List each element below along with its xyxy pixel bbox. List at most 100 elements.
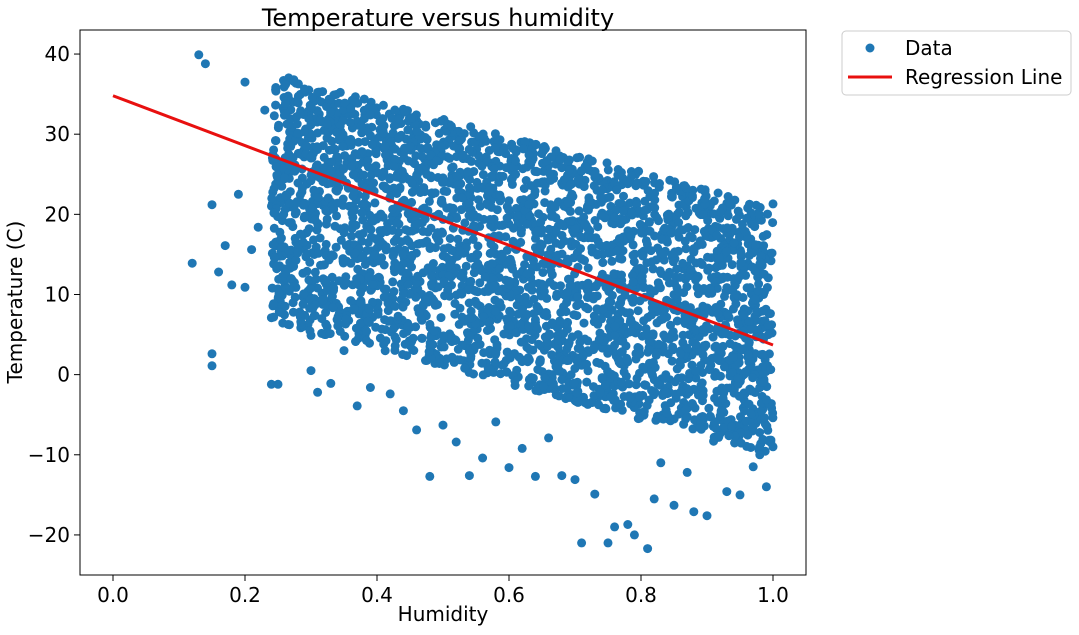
data-point (501, 163, 511, 173)
data-point (556, 281, 565, 291)
data-point (532, 167, 542, 177)
data-point (472, 299, 482, 309)
data-point (434, 128, 444, 138)
data-point (703, 216, 713, 226)
data-point (440, 291, 450, 301)
data-point (445, 260, 455, 270)
data-point (734, 358, 744, 368)
y-axis-label: Temperature (C) (3, 221, 27, 385)
data-point (700, 194, 710, 204)
data-point (279, 209, 289, 219)
data-point (385, 389, 395, 399)
data-point (672, 364, 682, 374)
legend-label-data: Data (905, 36, 953, 60)
data-point (273, 379, 283, 389)
data-point (311, 274, 321, 284)
data-point (643, 544, 653, 554)
data-point (613, 165, 623, 174)
data-point (717, 260, 727, 270)
data-point (321, 276, 331, 285)
data-point (691, 339, 701, 349)
data-point (380, 141, 390, 151)
data-point (635, 413, 645, 423)
data-point (716, 371, 725, 381)
data-point (299, 127, 309, 137)
data-point (326, 157, 336, 167)
data-point (522, 269, 532, 279)
data-point (762, 283, 772, 292)
data-point (414, 164, 423, 174)
data-point (475, 278, 485, 288)
data-point (281, 99, 290, 108)
data-point (530, 315, 540, 325)
data-point (485, 215, 495, 224)
data-point (341, 314, 351, 324)
data-point (674, 288, 684, 297)
data-point (557, 375, 567, 385)
data-point (624, 379, 634, 389)
data-point (187, 258, 197, 268)
data-point (758, 349, 768, 359)
data-point (398, 289, 408, 299)
data-point (702, 511, 712, 521)
data-point (352, 401, 362, 411)
data-point (469, 221, 479, 231)
data-point (220, 241, 230, 251)
data-point (455, 136, 465, 145)
data-point (340, 151, 350, 161)
data-point (358, 229, 368, 238)
data-point (658, 249, 668, 259)
data-point (754, 279, 764, 289)
data-point (360, 191, 370, 201)
data-point (363, 316, 373, 326)
data-point (346, 104, 356, 113)
data-point (763, 436, 773, 446)
data-point (576, 254, 586, 264)
data-point (492, 340, 502, 350)
data-point (680, 315, 690, 325)
data-point (293, 98, 303, 108)
data-point (539, 146, 549, 156)
data-point (298, 299, 308, 309)
data-point (336, 235, 346, 245)
data-point (479, 133, 489, 143)
data-point (346, 161, 356, 171)
data-point (461, 261, 471, 271)
data-point (524, 381, 534, 391)
data-point (483, 200, 493, 210)
data-point (338, 258, 348, 268)
data-point (240, 282, 250, 292)
data-point (360, 137, 370, 147)
data-point (474, 195, 483, 205)
data-point (389, 324, 398, 334)
data-point (635, 368, 644, 378)
data-point (504, 196, 514, 206)
data-point (687, 399, 697, 408)
data-point (678, 330, 688, 340)
data-point (567, 189, 577, 199)
data-point (727, 260, 737, 270)
data-point (505, 353, 515, 363)
data-point (755, 428, 765, 437)
data-point (433, 228, 443, 238)
data-point (289, 75, 299, 85)
data-point (575, 344, 585, 354)
data-point (698, 390, 708, 400)
data-point (676, 387, 686, 397)
data-point (194, 50, 204, 60)
data-point (514, 352, 524, 362)
data-point (364, 272, 374, 282)
data-point (269, 252, 279, 262)
data-point (546, 244, 556, 254)
data-point (497, 221, 507, 230)
data-point (466, 122, 476, 132)
data-point (331, 242, 341, 252)
data-point (414, 308, 424, 318)
data-point (326, 165, 336, 175)
data-point (506, 308, 516, 318)
data-point (680, 181, 689, 191)
data-point (329, 144, 339, 154)
data-point (357, 253, 367, 263)
data-point (741, 367, 751, 377)
data-point (401, 225, 411, 235)
